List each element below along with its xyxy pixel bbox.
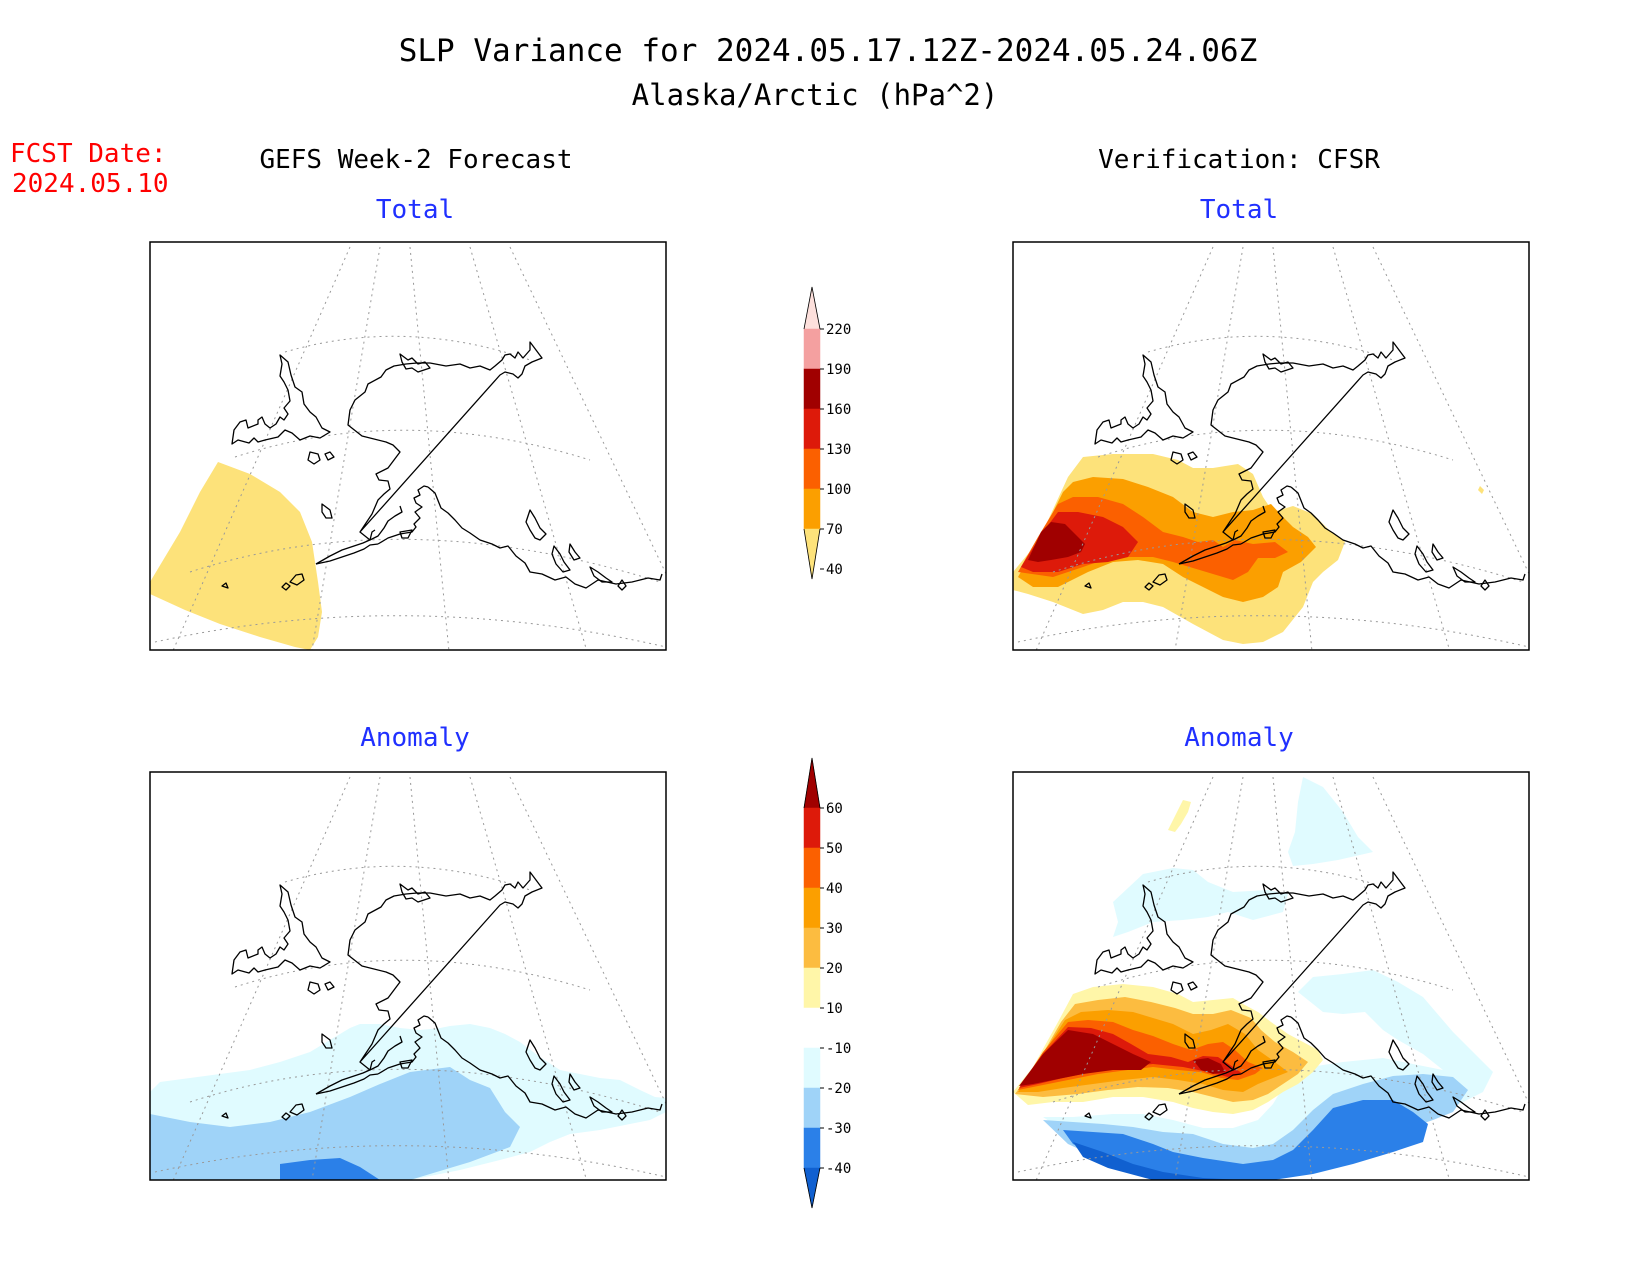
map-panel-verification-total — [1012, 241, 1530, 651]
verif-anom-shade-neg-north — [1288, 777, 1373, 866]
verif-anom-shade-neg-northwest — [1113, 868, 1288, 937]
colorbar-anomaly-tick-label-1: 50 — [826, 841, 843, 857]
verif-anom-shade-above-60-core — [1193, 1058, 1225, 1074]
colorbar-anomaly-swatch-8 — [803, 1087, 821, 1129]
colorbar-total-swatch-0 — [803, 286, 821, 330]
map-panel-forecast-anomaly — [149, 771, 667, 1181]
colorbar-anomaly: 60 50 40 30 20 10 -10 -20 -30 -40 — [803, 757, 851, 1209]
colorbar-total-tick-label-4: 100 — [826, 482, 851, 498]
colorbar-total-swatch-3 — [803, 408, 821, 450]
fcst-date-label: FCST Date: — [10, 139, 167, 169]
colorbar-anomaly-swatch-6 — [803, 1007, 821, 1049]
colorbar-anomaly-swatch-2 — [803, 847, 821, 889]
colorbar-anomaly-tick-label-2: 40 — [826, 881, 843, 897]
colorbar-anomaly-tick-label-5: 10 — [826, 1001, 843, 1017]
column-title-verification: Verification: CFSR — [1098, 145, 1380, 175]
panel-title-forecast-anomaly: Anomaly — [360, 723, 470, 753]
verif-total-shade-160-190 — [1028, 522, 1085, 562]
colorbar-anomaly-tick-label-7: -20 — [826, 1081, 851, 1097]
fcst-anom-shade-minus30-minus40 — [280, 1158, 380, 1180]
colorbar-anomaly-swatch-10 — [803, 1167, 821, 1209]
panel-title-verification-total: Total — [1200, 195, 1278, 225]
verif-total-shade-spot — [1478, 486, 1484, 494]
colorbar-anomaly-swatch-0 — [803, 757, 821, 809]
colorbar-anomaly-swatch-4 — [803, 927, 821, 969]
panel-title-forecast-total: Total — [376, 195, 454, 225]
colorbar-anomaly-tick-label-8: -30 — [826, 1121, 851, 1137]
panel-title-verification-anomaly: Anomaly — [1184, 723, 1294, 753]
colorbar-total-tick-label-1: 190 — [826, 362, 851, 378]
colorbar-anomaly-swatch-5 — [803, 967, 821, 1009]
fcst-total-shade-40-70 — [150, 462, 322, 650]
colorbar-anomaly-tick-label-3: 30 — [826, 921, 843, 937]
fcst-date-value: 2024.05.10 — [12, 169, 169, 199]
colorbar-total-swatch-1 — [803, 328, 821, 370]
colorbar-total-swatch-6 — [803, 528, 821, 580]
verif-anom-shade-pos10-20-north — [1168, 800, 1191, 832]
colorbar-total-outline — [803, 286, 821, 580]
colorbar-anomaly-swatch-1 — [803, 807, 821, 849]
verif-anom-shade-below-neg40 — [1073, 1142, 1243, 1180]
colorbar-total-tick-label-5: 70 — [826, 522, 843, 538]
colorbar-anomaly-tick-label-4: 20 — [826, 961, 843, 977]
colorbar-total-swatch-2 — [803, 368, 821, 410]
fcst-anom-shade-minus20-minus30 — [150, 1067, 520, 1180]
colorbar-anomaly-outline — [803, 757, 821, 1209]
map-panel-verification-anomaly — [1012, 771, 1530, 1181]
figure-subtitle: Alaska/Arctic (hPa^2) — [632, 78, 999, 112]
colorbar-total-swatch-5 — [803, 488, 821, 530]
colorbar-total-tick-label-2: 160 — [826, 402, 851, 418]
colorbar-anomaly-swatch-3 — [803, 887, 821, 929]
colorbar-total-tick-label-3: 130 — [826, 442, 851, 458]
colorbar-anomaly-tick-label-9: -40 — [826, 1161, 851, 1177]
map-panel-forecast-total — [149, 241, 667, 651]
colorbar-total: 220 190 160 130 100 70 40 — [803, 286, 851, 580]
colorbar-anomaly-tick-label-0: 60 — [826, 801, 843, 817]
colorbar-anomaly-swatch-9 — [803, 1127, 821, 1169]
column-title-forecast: GEFS Week-2 Forecast — [259, 145, 572, 175]
colorbar-anomaly-swatch-7 — [803, 1047, 821, 1089]
colorbar-total-swatch-4 — [803, 448, 821, 490]
colorbar-anomaly-tick-label-6: -10 — [826, 1041, 851, 1057]
figure-title: SLP Variance for 2024.05.17.12Z-2024.05.… — [399, 33, 1258, 69]
colorbar-total-tick-label-6: 40 — [826, 562, 843, 578]
colorbar-total-tick-label-0: 220 — [826, 322, 851, 338]
verif-anom-shade-neg30-neg40 — [1063, 1100, 1428, 1180]
verif-anom-shade-above-60 — [1019, 1030, 1151, 1086]
